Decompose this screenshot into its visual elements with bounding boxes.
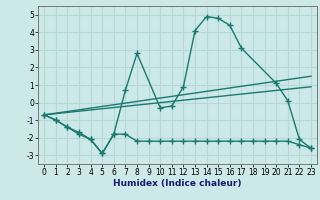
X-axis label: Humidex (Indice chaleur): Humidex (Indice chaleur) [113, 179, 242, 188]
